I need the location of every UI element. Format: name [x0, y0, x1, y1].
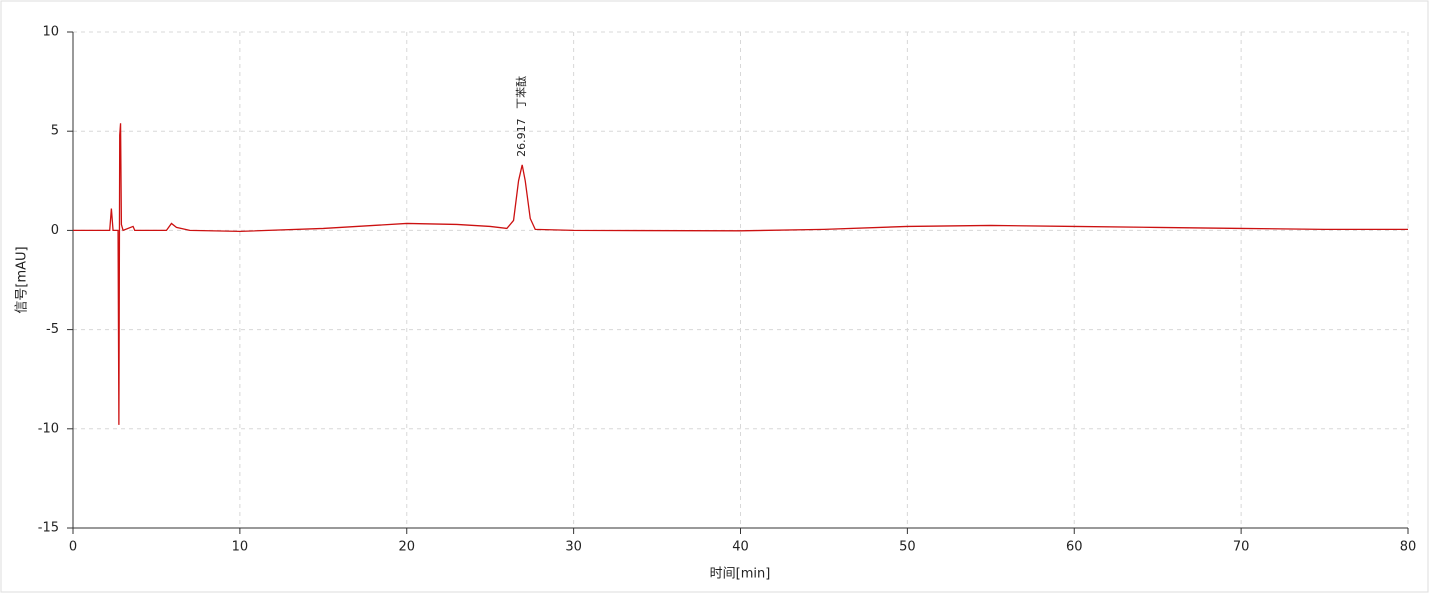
x-tick-label: 10 [232, 540, 249, 555]
y-tick-label: -5 [46, 322, 59, 337]
x-tick-label: 60 [1066, 540, 1083, 555]
x-axis-label: 时间[min] [710, 567, 771, 582]
y-axis-label: 信号[mAU] [15, 246, 30, 313]
peak-name: 丁苯酞 [514, 76, 528, 109]
x-tick-label: 70 [1233, 540, 1250, 555]
x-tick-label: 30 [565, 540, 582, 555]
y-tick-label: -15 [38, 521, 59, 536]
peak-time: 26.917 [515, 118, 528, 157]
y-tick-label: 5 [51, 124, 59, 139]
x-tick-label: 50 [899, 540, 916, 555]
y-tick-label: 0 [51, 223, 59, 238]
x-tick-label: 40 [732, 540, 749, 555]
trace [73, 123, 1408, 425]
x-tick-label: 20 [398, 540, 415, 555]
x-tick-label: 80 [1400, 540, 1417, 555]
x-tick-label: 0 [69, 540, 77, 555]
y-tick-label: -10 [38, 421, 59, 436]
y-tick-label: 10 [42, 25, 59, 40]
